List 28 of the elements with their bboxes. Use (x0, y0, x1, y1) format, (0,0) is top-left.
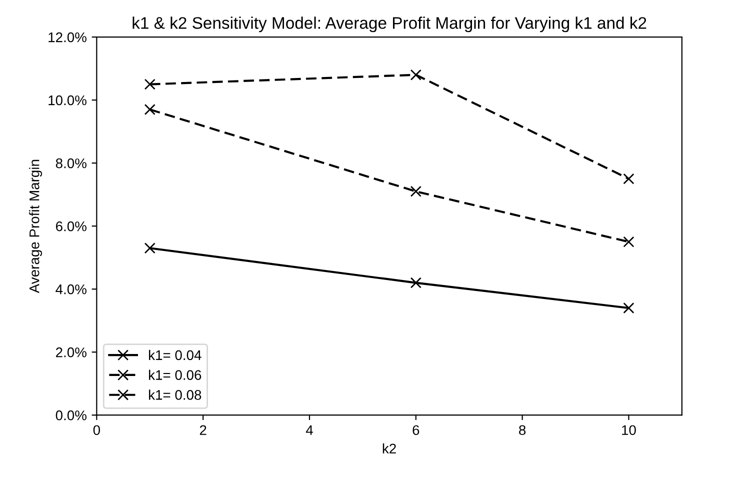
point (410, 69, 422, 80)
x-tick-label: 6 (412, 425, 420, 436)
x-tick-label: 0 (93, 425, 100, 436)
y-tick-label: 12.0% (48, 32, 86, 42)
x-tick-label: 4 (306, 425, 313, 435)
y-tick-label: 10.0% (48, 95, 86, 106)
y-tick-label: 8.0% (56, 158, 86, 168)
x-axis-title: k2 (382, 443, 396, 454)
x-tick-label: 2 (200, 425, 206, 435)
point (144, 104, 156, 116)
legend-label: k1= 0.06 (149, 370, 202, 380)
y-axis-title: Average Profit Margin (29, 160, 42, 294)
y-tick-label: 6.0% (56, 221, 86, 232)
point (144, 242, 156, 254)
point (623, 236, 634, 248)
x-tick-label: 8 (519, 425, 526, 436)
y-tick-label: 0.0% (56, 410, 86, 420)
point (623, 173, 634, 184)
legend-label: k1= 0.08 (149, 390, 202, 400)
point (410, 277, 422, 288)
y-tick-label: 2.0% (56, 347, 86, 358)
y-tick-label: 4.0% (56, 284, 86, 294)
chart-title: k1 & k2 Sensitivity Model: Average Profit Margin for Varying k1 and k2 (132, 16, 646, 32)
point (144, 78, 156, 90)
point (623, 302, 634, 314)
x-tick-label: 10 (622, 425, 636, 436)
point (410, 186, 422, 197)
legend-label: k1= 0.04 (149, 350, 202, 360)
